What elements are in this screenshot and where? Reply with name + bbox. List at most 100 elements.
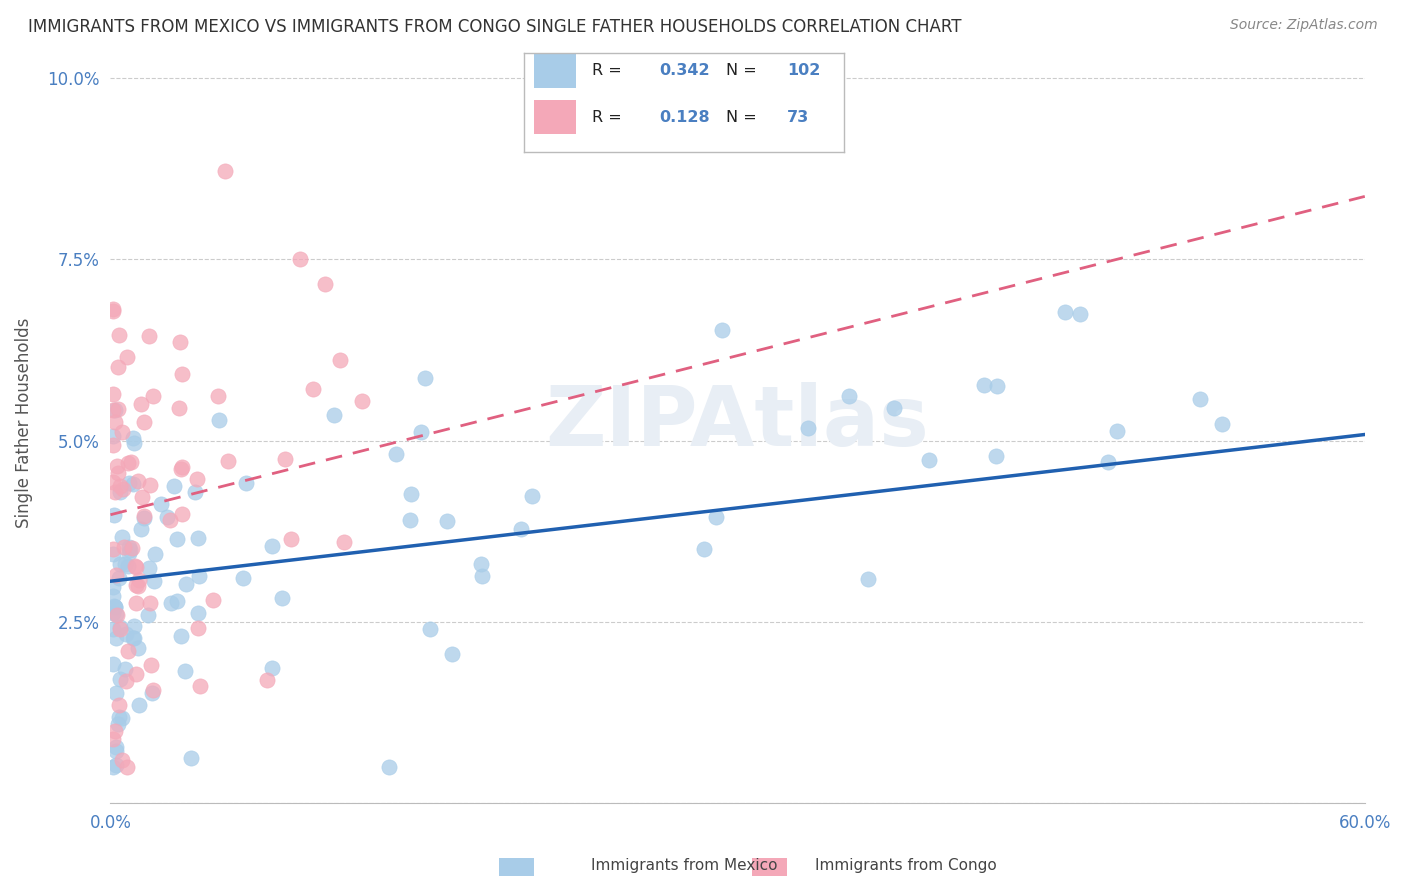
Point xyxy=(124,667,146,681)
Point xyxy=(104,599,127,614)
Point xyxy=(274,452,297,467)
Point xyxy=(170,629,193,643)
Point xyxy=(104,744,127,758)
Point xyxy=(172,367,194,381)
Point xyxy=(710,323,733,337)
Point xyxy=(122,618,145,632)
Point xyxy=(101,760,124,774)
Point xyxy=(101,438,124,452)
Point xyxy=(333,534,356,549)
Point xyxy=(322,408,344,422)
Text: Immigrants from Congo: Immigrants from Congo xyxy=(815,858,997,872)
Point xyxy=(117,644,139,658)
Point xyxy=(385,447,408,461)
Point xyxy=(122,631,145,645)
Point xyxy=(142,388,165,402)
Point xyxy=(128,573,150,587)
Point xyxy=(409,425,432,439)
Point xyxy=(101,606,124,620)
Point xyxy=(127,641,149,656)
Point xyxy=(122,431,145,445)
Point xyxy=(105,758,128,772)
Point xyxy=(139,658,162,673)
Point xyxy=(101,303,124,318)
Point xyxy=(105,568,128,582)
Point xyxy=(108,622,131,636)
Point xyxy=(510,523,533,537)
Point xyxy=(104,724,127,739)
Point xyxy=(187,621,209,635)
Point xyxy=(115,760,138,774)
Point xyxy=(159,513,181,527)
Point xyxy=(122,477,145,491)
Point xyxy=(436,514,458,528)
Point xyxy=(706,510,728,524)
Point xyxy=(104,607,127,621)
Point xyxy=(120,542,142,557)
Point xyxy=(117,350,139,364)
Point xyxy=(838,389,860,403)
Text: Immigrants from Mexico: Immigrants from Mexico xyxy=(591,858,778,872)
Point xyxy=(101,589,124,603)
Point xyxy=(141,683,163,698)
Point xyxy=(129,397,152,411)
Point xyxy=(1054,305,1077,319)
Point xyxy=(188,679,211,693)
Point xyxy=(214,164,236,178)
Point xyxy=(350,394,373,409)
Point xyxy=(131,522,153,536)
Point xyxy=(217,454,239,468)
Point xyxy=(170,460,193,475)
Point xyxy=(101,475,124,490)
Point xyxy=(128,698,150,713)
Point xyxy=(136,607,159,622)
Point xyxy=(107,716,129,731)
Point xyxy=(117,559,139,574)
Point xyxy=(104,599,127,614)
Point xyxy=(170,462,193,476)
Point xyxy=(104,484,127,499)
Point xyxy=(108,620,131,634)
Point xyxy=(101,402,124,417)
Point xyxy=(188,568,211,582)
Point xyxy=(117,457,139,471)
Point xyxy=(143,547,166,561)
Point xyxy=(101,580,124,594)
Point xyxy=(208,413,231,427)
Point xyxy=(114,558,136,572)
Point xyxy=(104,415,127,429)
Point xyxy=(314,277,336,291)
Point xyxy=(111,530,134,544)
Point xyxy=(470,557,492,571)
Point xyxy=(134,415,156,429)
Point xyxy=(471,568,494,582)
Point xyxy=(131,491,153,505)
Point xyxy=(107,359,129,374)
Point xyxy=(108,328,131,343)
Point xyxy=(105,686,128,700)
Point xyxy=(917,453,939,467)
Point xyxy=(108,710,131,724)
Point xyxy=(260,661,283,675)
Text: Source: ZipAtlas.com: Source: ZipAtlas.com xyxy=(1230,18,1378,32)
Point xyxy=(399,487,422,501)
Point xyxy=(101,302,124,317)
Point xyxy=(143,574,166,588)
Point xyxy=(418,622,440,636)
Point xyxy=(149,497,172,511)
Point xyxy=(986,450,1008,464)
Point xyxy=(104,631,127,645)
Point xyxy=(174,577,197,591)
Point xyxy=(232,571,254,585)
Point xyxy=(103,599,125,614)
Point xyxy=(201,592,224,607)
Point xyxy=(172,507,194,521)
Point xyxy=(110,753,132,767)
Point xyxy=(110,484,132,499)
Point xyxy=(124,559,146,574)
Point xyxy=(117,540,139,554)
Point xyxy=(103,508,125,523)
Point xyxy=(186,472,208,486)
Point xyxy=(101,731,124,746)
Point xyxy=(1097,454,1119,468)
